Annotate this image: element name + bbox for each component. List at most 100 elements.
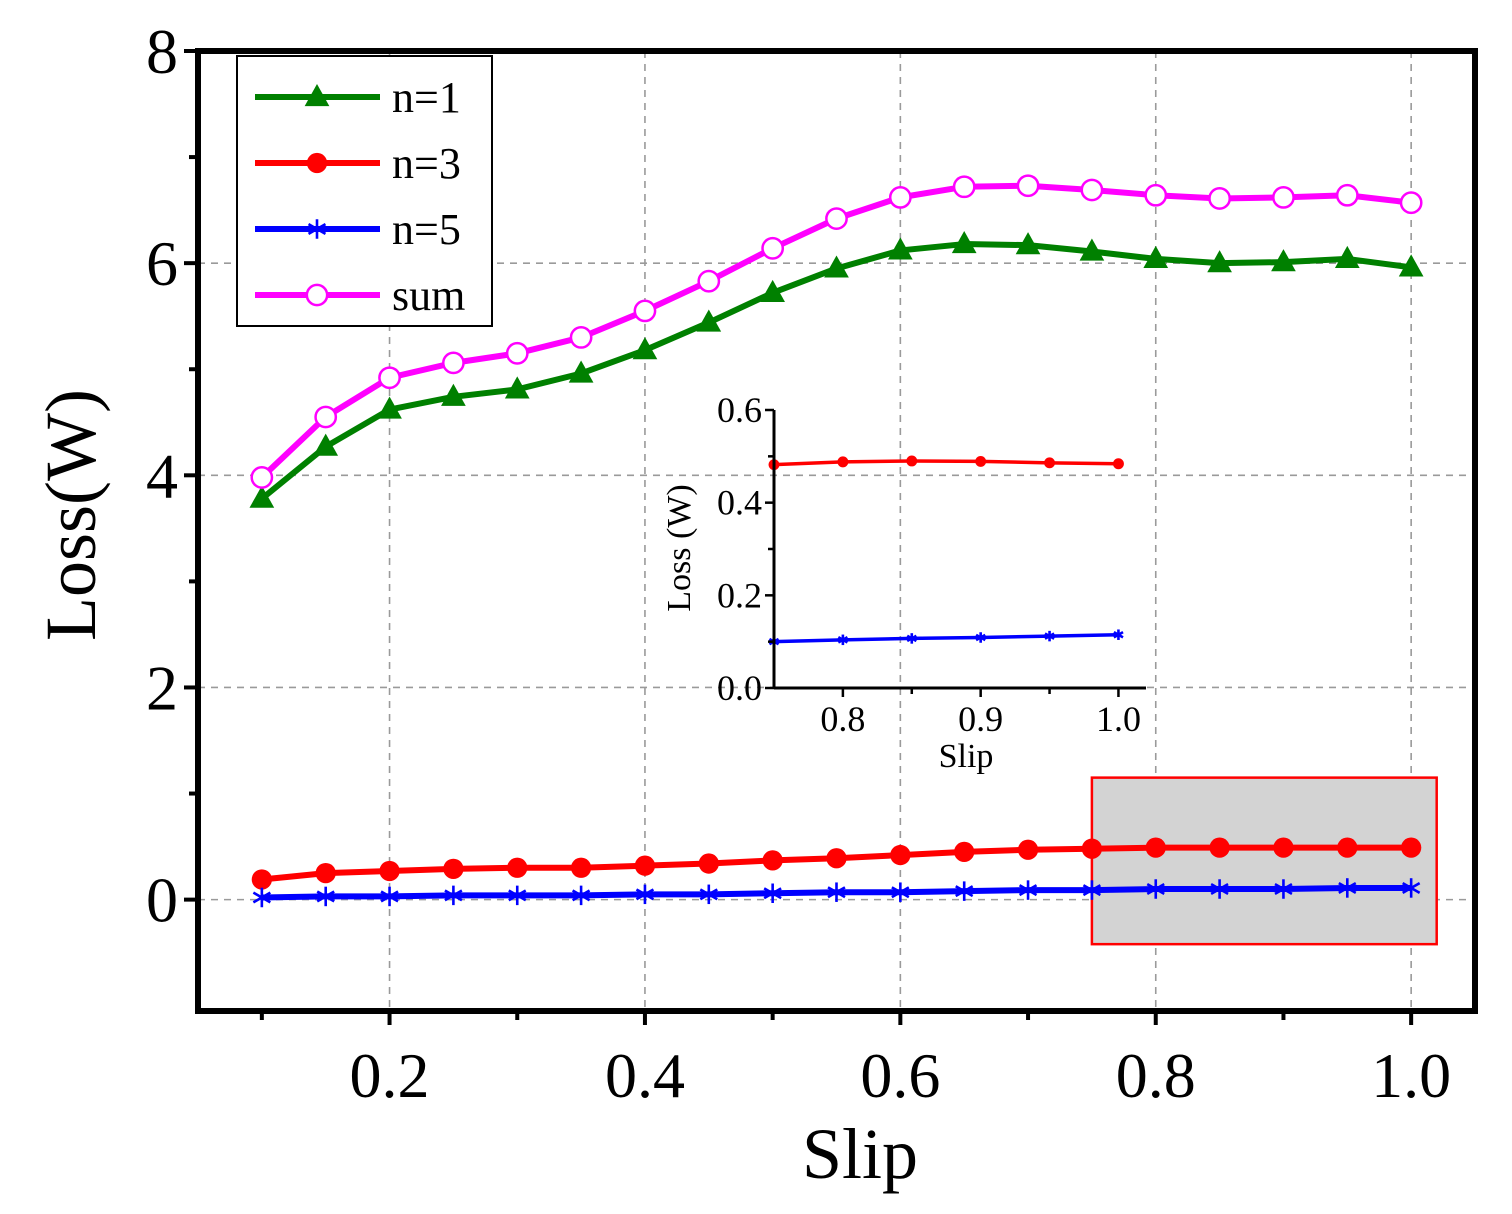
data-point (955, 881, 974, 901)
data-point (1209, 837, 1230, 858)
inset-data-point (1044, 457, 1056, 469)
data-point (313, 433, 339, 456)
y-tick-label: 0 (146, 865, 178, 936)
data-point (698, 853, 719, 874)
data-point (763, 883, 782, 904)
x-tick-label: 0.4 (605, 1040, 685, 1111)
legend-label: sum (392, 271, 465, 320)
data-point (824, 255, 849, 278)
data-point (379, 860, 400, 882)
data-point (569, 326, 593, 349)
data-point (1335, 183, 1359, 207)
data-point (827, 882, 846, 902)
legend-marker (305, 283, 329, 307)
data-point (1273, 837, 1294, 858)
y-tick-label: 8 (146, 16, 178, 87)
inset-series-n=5 (768, 629, 1124, 647)
data-point (1017, 839, 1039, 860)
data-point (442, 351, 465, 375)
main-plot: 0.2 0.4 0.6 0.8 1.0 0 2 4 6 8 Slip Loss(W) n=1 n=3… (31, 16, 1478, 1194)
inset-y-tick-label: 0.4 (717, 483, 762, 523)
inset-plot: 0.8 0.9 1.0 0.0 0.2 0.4 0.6 Slip Loss (W) (661, 390, 1146, 775)
data-point (316, 886, 335, 907)
series-n=1 (249, 231, 1424, 508)
data-point (1208, 187, 1231, 210)
inset-series (768, 455, 1124, 647)
inset-data-point (1113, 629, 1124, 640)
data-point (314, 405, 338, 429)
inset-y-tick-label: 0.2 (717, 575, 762, 615)
main-ticks: 0.2 0.4 0.6 0.8 1.0 0 2 4 6 8 (146, 16, 1451, 1111)
data-point (891, 882, 910, 902)
inset-ticks: 0.8 0.9 1.0 0.0 0.2 0.4 0.6 (717, 390, 1141, 739)
x-tick-label: 0.2 (350, 1040, 430, 1111)
inset-data-point (975, 632, 986, 643)
data-point (315, 862, 336, 884)
data-point (1272, 185, 1295, 209)
data-point (570, 857, 592, 878)
data-point (1016, 174, 1040, 198)
highlight-region (1090, 776, 1438, 946)
data-point (443, 858, 464, 879)
inset-data-point (975, 455, 987, 467)
highlight-box (1090, 776, 1438, 946)
data-point (380, 886, 399, 907)
data-point (699, 884, 718, 905)
inset-series-line (773, 459, 1119, 467)
data-point (377, 396, 402, 419)
data-point (1334, 245, 1360, 269)
inset-y-tick-label: 0.6 (717, 390, 762, 430)
inset-data-point (906, 455, 918, 467)
data-point (760, 279, 785, 302)
legend-marker (307, 219, 327, 239)
data-point (1210, 879, 1229, 899)
legend-label: n=1 (392, 73, 461, 122)
data-point (505, 341, 529, 365)
data-point (634, 855, 656, 876)
inset-series-n=3 (768, 455, 1124, 471)
data-point (761, 236, 785, 260)
data-point (951, 231, 977, 254)
data-point (252, 887, 271, 908)
x-tick-label: 0.6 (860, 1040, 940, 1111)
y-tick-label: 6 (146, 228, 178, 299)
inset-x-tick-label: 0.8 (820, 699, 865, 739)
inset-y-axis-title: Loss (W) (661, 484, 698, 611)
data-point (251, 869, 272, 890)
data-point (508, 885, 527, 906)
inset-data-point (837, 456, 849, 468)
data-point (1144, 183, 1168, 207)
data-point (507, 857, 528, 878)
y-tick-label: 4 (146, 440, 178, 511)
data-point (1398, 254, 1424, 277)
main-x-axis-title: Slip (802, 1114, 918, 1194)
inset-data-point (906, 633, 917, 644)
data-point (696, 309, 722, 332)
data-point (250, 466, 274, 489)
series-n=3 (251, 837, 1422, 890)
data-point (1399, 191, 1423, 215)
inset-x-axis-title: Slip (939, 738, 994, 775)
data-point (568, 360, 594, 383)
series-sum (250, 174, 1423, 489)
data-point (1146, 879, 1165, 899)
y-tick-label: 2 (146, 652, 178, 723)
data-point (633, 299, 657, 323)
data-point (441, 383, 466, 406)
data-point (1082, 880, 1102, 900)
data-point (890, 844, 911, 866)
data-point (762, 850, 783, 871)
data-point (1271, 249, 1296, 272)
data-point (888, 237, 913, 260)
main-y-axis-title: Loss(W) (31, 389, 111, 641)
inset-x-tick-label: 0.9 (958, 699, 1003, 739)
data-point (1143, 245, 1169, 269)
inset-data-point (1112, 458, 1124, 470)
inset-data-point (1044, 630, 1055, 642)
data-point (954, 841, 975, 863)
data-point (1145, 837, 1166, 858)
data-point (635, 884, 655, 905)
data-point (1402, 878, 1421, 898)
legend: n=1 n=3 n=5 sum (236, 55, 493, 327)
